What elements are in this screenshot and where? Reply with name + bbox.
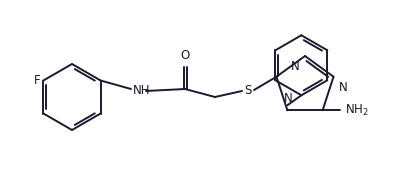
Text: NH$_2$: NH$_2$ <box>345 103 369 118</box>
Text: N: N <box>291 60 300 73</box>
Text: S: S <box>244 84 252 96</box>
Text: N: N <box>284 92 293 105</box>
Text: NH: NH <box>133 85 151 97</box>
Text: F: F <box>34 74 40 87</box>
Text: N: N <box>339 81 347 94</box>
Text: O: O <box>180 49 190 62</box>
